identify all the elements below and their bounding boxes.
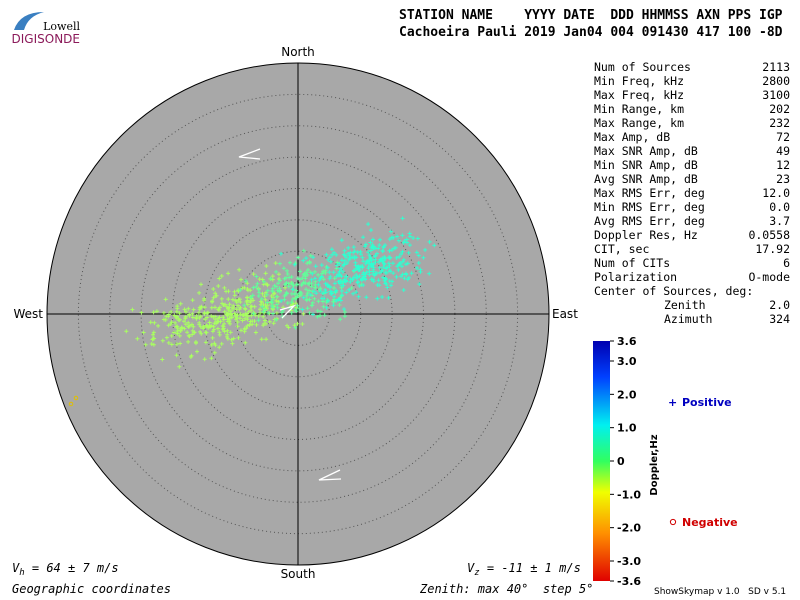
stat-label: Max Freq, kHz	[594, 88, 684, 102]
stat-value: 2.0	[769, 298, 790, 312]
stat-value: 2800	[762, 74, 790, 88]
stat-label: Avg SNR Amp, dB	[594, 172, 698, 186]
stat-label: Zenith	[664, 298, 706, 312]
stat-label: Min Range, km	[594, 102, 684, 116]
stat-label: Min SNR Amp, dB	[594, 158, 698, 172]
colorbar-tick-label: 0	[617, 455, 625, 468]
stat-label: Min Freq, kHz	[594, 74, 684, 88]
colorbar-tick-label: 3.6	[617, 335, 637, 348]
vh-label: Vh = 64 ± 7 m/s	[12, 561, 119, 578]
stat-value: O-mode	[748, 270, 790, 284]
legend-negative: Negative	[682, 516, 738, 529]
version: ShowSkymap v 1.0 SD v 5.1	[654, 587, 786, 597]
stat-value: 49	[776, 144, 790, 158]
logo-swoosh	[14, 12, 44, 30]
colorbar-tick-label: -2.0	[617, 522, 641, 535]
stats-table: Num of Sources 2113 Min Freq, kHz 2800 Max F…	[594, 60, 790, 326]
echo-points	[124, 261, 306, 369]
stat-heading: Center of Sources, deg:	[594, 284, 753, 298]
stat-label: Max Amp, dB	[594, 130, 670, 144]
echo-cloud	[68, 216, 437, 407]
vz-label: Vz = -11 ± 1 m/s	[467, 561, 581, 578]
chevrons	[238, 148, 342, 481]
stat-value: 0.0558	[748, 228, 790, 242]
legend-positive: Positive	[682, 396, 732, 409]
compass-west: West	[13, 307, 43, 321]
legend-negative-marker	[669, 518, 677, 526]
colorbar-tick-label: 2.0	[617, 388, 637, 401]
stat-value: 324	[769, 312, 790, 326]
vz-sub: z	[474, 568, 479, 578]
colorbar-ticks: 3.6 3.0 2.0 1.0 0 -1.0 -2.0 -3.0 -3.6	[610, 335, 641, 588]
compass-north: North	[281, 45, 315, 59]
stat-value: 12.0	[762, 186, 790, 200]
colorbar-tick-label: -1.0	[617, 488, 641, 501]
stat-label: Doppler Res, Hz	[594, 228, 698, 242]
vh-text: = 64 ± 7 m/s	[25, 561, 119, 575]
header-row: Cachoeira Pauli 2019 Jan04 004 091430 41…	[399, 25, 783, 40]
stat-label: Min RMS Err, deg	[594, 200, 705, 214]
stat-value: 12	[776, 158, 790, 172]
colorbar-tick-label: -3.6	[617, 575, 641, 588]
echo-point-negative	[68, 401, 74, 407]
chevron	[238, 148, 261, 160]
vh-symbol: V	[12, 561, 20, 575]
colorbar-tick-label: -3.0	[617, 555, 641, 568]
chevron	[279, 304, 297, 319]
coordinates: Geographic coordinates	[12, 582, 171, 596]
stat-label: Num of CITs	[594, 256, 670, 270]
colorbar	[593, 341, 610, 581]
echo-points	[279, 216, 437, 317]
stat-label: Num of Sources	[594, 60, 691, 74]
stat-label: Max RMS Err, deg	[594, 186, 705, 200]
stat-value: 3100	[762, 88, 790, 102]
stat-label: Max Range, km	[594, 116, 684, 130]
stat-value: 6	[783, 256, 790, 270]
echo-point-negative	[73, 395, 79, 401]
stat-value: 23	[776, 172, 790, 186]
compass-south: South	[281, 567, 316, 581]
stat-value: 2113	[762, 60, 790, 74]
colorbar-title: Doppler,Hz	[649, 434, 660, 495]
stat-value: 72	[776, 130, 790, 144]
vh-sub: h	[19, 568, 24, 578]
header-row: STATION NAME YYYY DATE DDD HHMMSS AXN PP…	[399, 8, 783, 23]
legend-positive-marker: +	[668, 396, 677, 409]
stat-value: 232	[769, 116, 790, 130]
zenith-note: Zenith: max 40° step 5°	[419, 582, 593, 596]
chevron	[318, 469, 342, 481]
vz-symbol: V	[467, 561, 475, 575]
stat-label: Max SNR Amp, dB	[594, 144, 698, 158]
vz-text: = -11 ± 1 m/s	[480, 561, 581, 575]
stat-label: Avg RMS Err, deg	[594, 214, 705, 228]
colorbar-tick-label: 3.0	[617, 355, 637, 368]
stat-label: Azimuth	[664, 312, 712, 326]
logo-bottom: DIGISONDE	[12, 32, 80, 46]
stat-value: 3.7	[769, 214, 790, 228]
stat-label: CIT, sec	[594, 242, 649, 256]
colorbar-tick-label: 1.0	[617, 422, 637, 435]
stat-label: Polarization	[594, 270, 677, 284]
stat-value: 17.92	[755, 242, 790, 256]
stat-value: 0.0	[769, 200, 790, 214]
logo-top: Lowell	[43, 20, 80, 33]
compass-east: East	[552, 307, 578, 321]
stat-value: 202	[769, 102, 790, 116]
